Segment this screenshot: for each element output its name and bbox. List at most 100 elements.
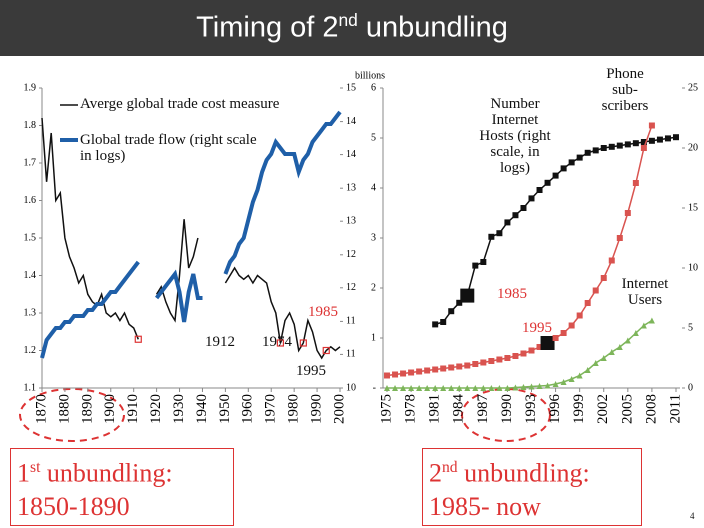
- data-marker: [392, 371, 399, 378]
- annotation: 1912: [205, 334, 235, 350]
- y2-tick-label: 14: [346, 116, 356, 127]
- y2-tick-label: 10: [346, 382, 356, 393]
- series-line: [386, 125, 653, 377]
- data-marker: [632, 330, 639, 336]
- y2-tick-label: 13: [346, 182, 356, 193]
- x-tick-label: 1987: [475, 394, 491, 425]
- data-marker: [520, 384, 527, 390]
- y2-tick-label: 13: [346, 215, 356, 226]
- data-marker: [460, 288, 475, 303]
- x-tick-label: 1870: [33, 394, 49, 424]
- data-marker: [624, 337, 631, 344]
- data-marker: [392, 385, 399, 391]
- data-marker: [568, 376, 575, 382]
- x-tick-label: 1940: [194, 394, 210, 424]
- data-marker: [536, 383, 543, 389]
- data-marker: [560, 379, 567, 385]
- data-marker: [616, 235, 623, 241]
- data-marker: [432, 321, 439, 328]
- data-marker: [408, 385, 415, 391]
- data-marker: [496, 385, 503, 391]
- data-marker: [584, 367, 591, 373]
- y-tick-label: 2: [371, 282, 376, 293]
- data-marker: [592, 287, 599, 294]
- data-marker: [488, 233, 495, 240]
- data-marker: [648, 137, 655, 144]
- data-marker: [544, 179, 551, 186]
- box-text: unbundling:: [40, 458, 173, 488]
- data-marker: [648, 317, 655, 324]
- data-marker: [416, 368, 423, 375]
- legend-entry: Averge global trade cost measure: [80, 96, 280, 112]
- data-marker: [540, 336, 555, 350]
- data-marker: [584, 300, 591, 306]
- data-marker: [632, 180, 639, 186]
- y-tick-label: 1.8: [24, 120, 37, 131]
- data-marker: [504, 219, 511, 226]
- data-marker: [480, 259, 487, 265]
- box-text: 1985- now: [429, 491, 541, 521]
- data-marker: [456, 363, 463, 370]
- data-marker: [520, 350, 527, 357]
- data-marker: [592, 147, 599, 154]
- data-marker: [600, 275, 607, 281]
- annotation: 1985: [308, 304, 338, 320]
- data-marker: [512, 212, 519, 219]
- x-tick-label: 2008: [643, 394, 659, 424]
- data-marker: [600, 355, 607, 361]
- y-tick-label: 1: [371, 332, 376, 343]
- data-marker: [456, 385, 463, 391]
- data-marker: [552, 172, 559, 179]
- data-marker: [440, 365, 447, 372]
- data-marker: [512, 353, 519, 359]
- highlight-ellipse: [461, 388, 551, 442]
- data-marker: [672, 134, 679, 141]
- data-marker: [400, 385, 407, 391]
- data-marker: [544, 382, 551, 389]
- annotation: 1985: [497, 286, 527, 302]
- y2-tick-label: 10: [688, 262, 698, 273]
- highlight-ellipse: [19, 388, 125, 442]
- data-marker: [432, 385, 439, 391]
- annotation: 1995: [296, 363, 326, 379]
- y-tick-label: 1.3: [24, 307, 37, 318]
- series-line: [387, 319, 653, 389]
- callout-box: 1st unbundling: 1850-1890: [10, 448, 234, 526]
- data-marker: [496, 230, 503, 237]
- data-marker: [400, 370, 407, 377]
- series-line: [40, 110, 342, 359]
- y2-tick-label: 12: [346, 282, 356, 293]
- page-number: 4: [690, 511, 695, 521]
- data-marker: [640, 322, 647, 329]
- box-sup: nd: [442, 459, 458, 476]
- annotation: 1974: [262, 334, 292, 350]
- y-tick-label: 6: [371, 82, 376, 93]
- data-marker: [488, 358, 495, 364]
- data-marker: [608, 143, 615, 150]
- data-marker: [464, 385, 471, 391]
- x-tick-label: 1990: [499, 394, 515, 424]
- series-label: Number Internet Hosts (right scale, in l…: [479, 96, 551, 176]
- annotation-marker: [276, 339, 284, 347]
- data-marker: [528, 383, 535, 390]
- series-line: [41, 117, 341, 360]
- x-tick-label: 1970: [263, 394, 279, 424]
- data-marker: [528, 195, 535, 202]
- y-tick-label: 1.5: [24, 232, 37, 243]
- data-marker: [536, 344, 543, 350]
- x-tick-label: 1910: [125, 394, 141, 424]
- data-marker: [464, 362, 471, 369]
- data-marker: [560, 165, 567, 172]
- y2-tick-label: 5: [688, 322, 693, 333]
- data-marker: [424, 367, 431, 374]
- data-marker: [480, 385, 487, 391]
- annotation: 1995: [522, 320, 552, 336]
- data-marker: [384, 372, 391, 379]
- x-tick-label: 1880: [56, 394, 72, 424]
- data-marker: [416, 385, 423, 391]
- x-tick-label: 1999: [571, 394, 587, 424]
- slide-title: Timing of 2nd unbundling: [0, 10, 704, 45]
- y-tick-label: 4: [371, 182, 376, 193]
